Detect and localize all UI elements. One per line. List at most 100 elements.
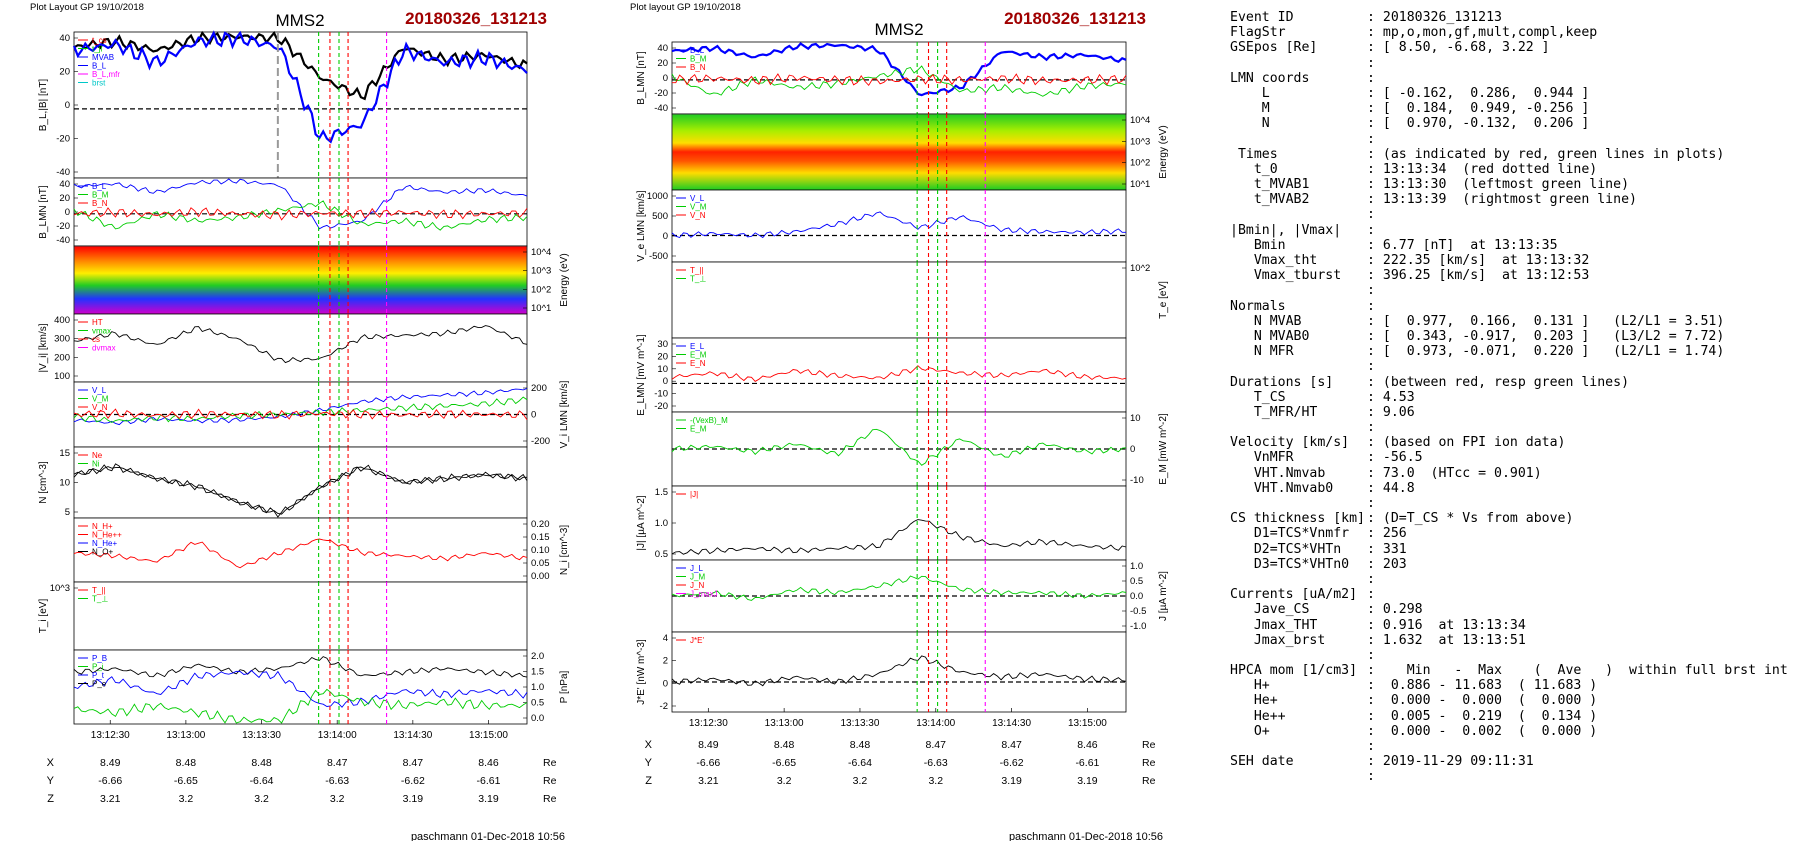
info-key: Jave_CS [1230,602,1310,618]
y-axis-label: T_i [eV] [38,599,49,634]
legend-entry: N_He+ [92,539,117,548]
position-value: 8.49 [100,757,121,769]
info-key: CS thickness [km] [1230,511,1365,527]
position-value: 3.19 [403,793,424,805]
y-tick-label: 500 [652,211,668,222]
info-key: Normals [1230,298,1286,314]
y-tick-label: 0.00 [531,571,550,582]
info-value: : [1367,420,1375,436]
info-key: He++ [1230,708,1286,724]
y-tick-label: -2 [660,701,668,712]
legend-entry: B_L [92,182,107,191]
series-ne [73,466,528,515]
subplot-frame [671,261,1127,339]
y-tick-label: 10^4 [531,247,551,258]
info-value: : [ -0.162, 0.286, 0.944 ] [1367,85,1590,101]
legend-entry: T_⊥ [690,275,706,284]
subplot-7: 10^3T_i [eV] T_||T_⊥ [38,581,528,651]
y-tick-label: -1.0 [1130,621,1146,632]
position-unit: Re [1142,775,1156,787]
y-axis-label: N [cm^-3] [38,461,49,504]
info-value: : 1.632 at 13:13:51 [1367,632,1526,648]
position-value: -6.62 [1000,757,1024,769]
legend-entry: T_|| [92,586,106,595]
position-row-label: X [645,739,653,751]
info-value: : [ 0.184, 0.949, -0.256 ] [1367,101,1590,117]
info-key: Times [1230,146,1278,162]
info-key: Event ID [1230,10,1294,25]
info-key: M [1230,101,1270,117]
position-row-label: Z [47,793,54,805]
info-key: t_MVAB2 [1230,192,1310,208]
x-tick-label: 13:14:30 [393,730,432,741]
info-row: t_MVAB2: 13:13:39 (rightmost green line) [1230,192,1800,207]
series-e-m [671,428,1127,466]
y-tick-label: 40 [59,179,70,190]
position-value: 3.19 [1001,775,1022,787]
y-tick-label: 10^2 [531,284,551,295]
info-row: VnMFR: -56.5 [1230,450,1800,465]
subplot-8: 4 2 0 -2 J*E' [nW m^-3] J*E' [636,631,1127,713]
y-tick-label: -20 [56,134,70,145]
info-key: Velocity [km/s] [1230,435,1350,451]
info-key: HPCA mom [1/cm3] [1230,663,1358,679]
info-value: : [1367,70,1375,86]
info-row: N: [ 0.970, -0.132, 0.206 ] [1230,116,1800,131]
info-key: N MFR [1230,344,1294,360]
y-tick-label: 200 [54,352,70,363]
info-value: : 2019-11-29 09:11:31 [1367,754,1534,770]
y-tick-label: 0.5 [655,549,668,560]
legend-entry: B_M [92,191,109,200]
info-value: : (between red, resp green lines) [1367,374,1630,390]
legend-entry: N_H+ [92,522,113,531]
info-key: T_MFR/HT [1230,404,1318,420]
y-tick-label: 1.0 [1130,561,1143,572]
info-key: T_CS [1230,389,1286,405]
y-tick-label: 10^2 [1130,158,1150,169]
y-tick-label: 5 [65,507,70,518]
y-tick-label: 0.20 [531,519,550,530]
y-tick-label: 0 [1130,444,1135,455]
position-value: -6.64 [250,775,274,787]
info-key: Jmax_THT [1230,617,1318,633]
series-b-m [73,200,528,231]
y-axis-label: B_LMN [nT] [636,51,647,105]
series-j-m [671,575,1127,601]
info-value: : [ 0.343, -0.917, 0.203 ] (L3/L2 = 7.72… [1367,328,1725,344]
y-tick-label: -20 [56,221,70,232]
y-tick-label: 2 [663,656,668,667]
position-value: 8.46 [478,757,499,769]
legend-entry: B_L,mfr [92,70,120,79]
legend-entry: B_N [92,199,108,208]
position-table-left: X 8.49 8.48 8.48 8.47 8.47 8.46 Re Y -6.66 -6.65 -6… [47,757,557,805]
series-v-l [671,211,1126,239]
y-tick-label: -40 [654,103,668,114]
series-ni [73,463,528,518]
info-value: : 6.77 [nT] at 13:13:35 [1367,237,1558,253]
position-value: 3.2 [928,775,943,787]
info-value: : [1367,769,1375,785]
subplot-frame [671,631,1127,713]
info-value: : 20180326_131213 [1367,10,1502,25]
position-value: 3.21 [100,793,121,805]
legend-entry: MVAB [92,53,114,62]
info-row: He+: 0.000 - 0.000 ( 0.000 ) [1230,693,1800,708]
y-tick-label: 0 [663,231,668,242]
position-value: 3.19 [478,793,499,805]
info-row: : [1230,283,1800,298]
info-row: VHT.Nmvab0: 44.8 [1230,481,1800,496]
subplot-frame [73,581,528,651]
legend-entry: N_O+ [92,548,113,557]
position-value: 3.19 [1077,775,1098,787]
info-value: : (D=T_CS * Vs from above) [1367,511,1574,527]
info-value: : 256 [1367,526,1407,542]
info-key: |Bmin|, |Vmax| [1230,222,1342,238]
legend-entry: B_M [690,55,707,64]
position-value: 8.46 [1077,739,1098,751]
y-axis-label: V_e LMN [km/s] [636,190,647,261]
info-value: : (as indicated by red, green lines in p… [1367,146,1725,162]
subplot-4: 200 0 -200 V_i LMN [km/s] V_LV_MV_N [73,380,570,448]
series-b-l [671,42,1127,97]
